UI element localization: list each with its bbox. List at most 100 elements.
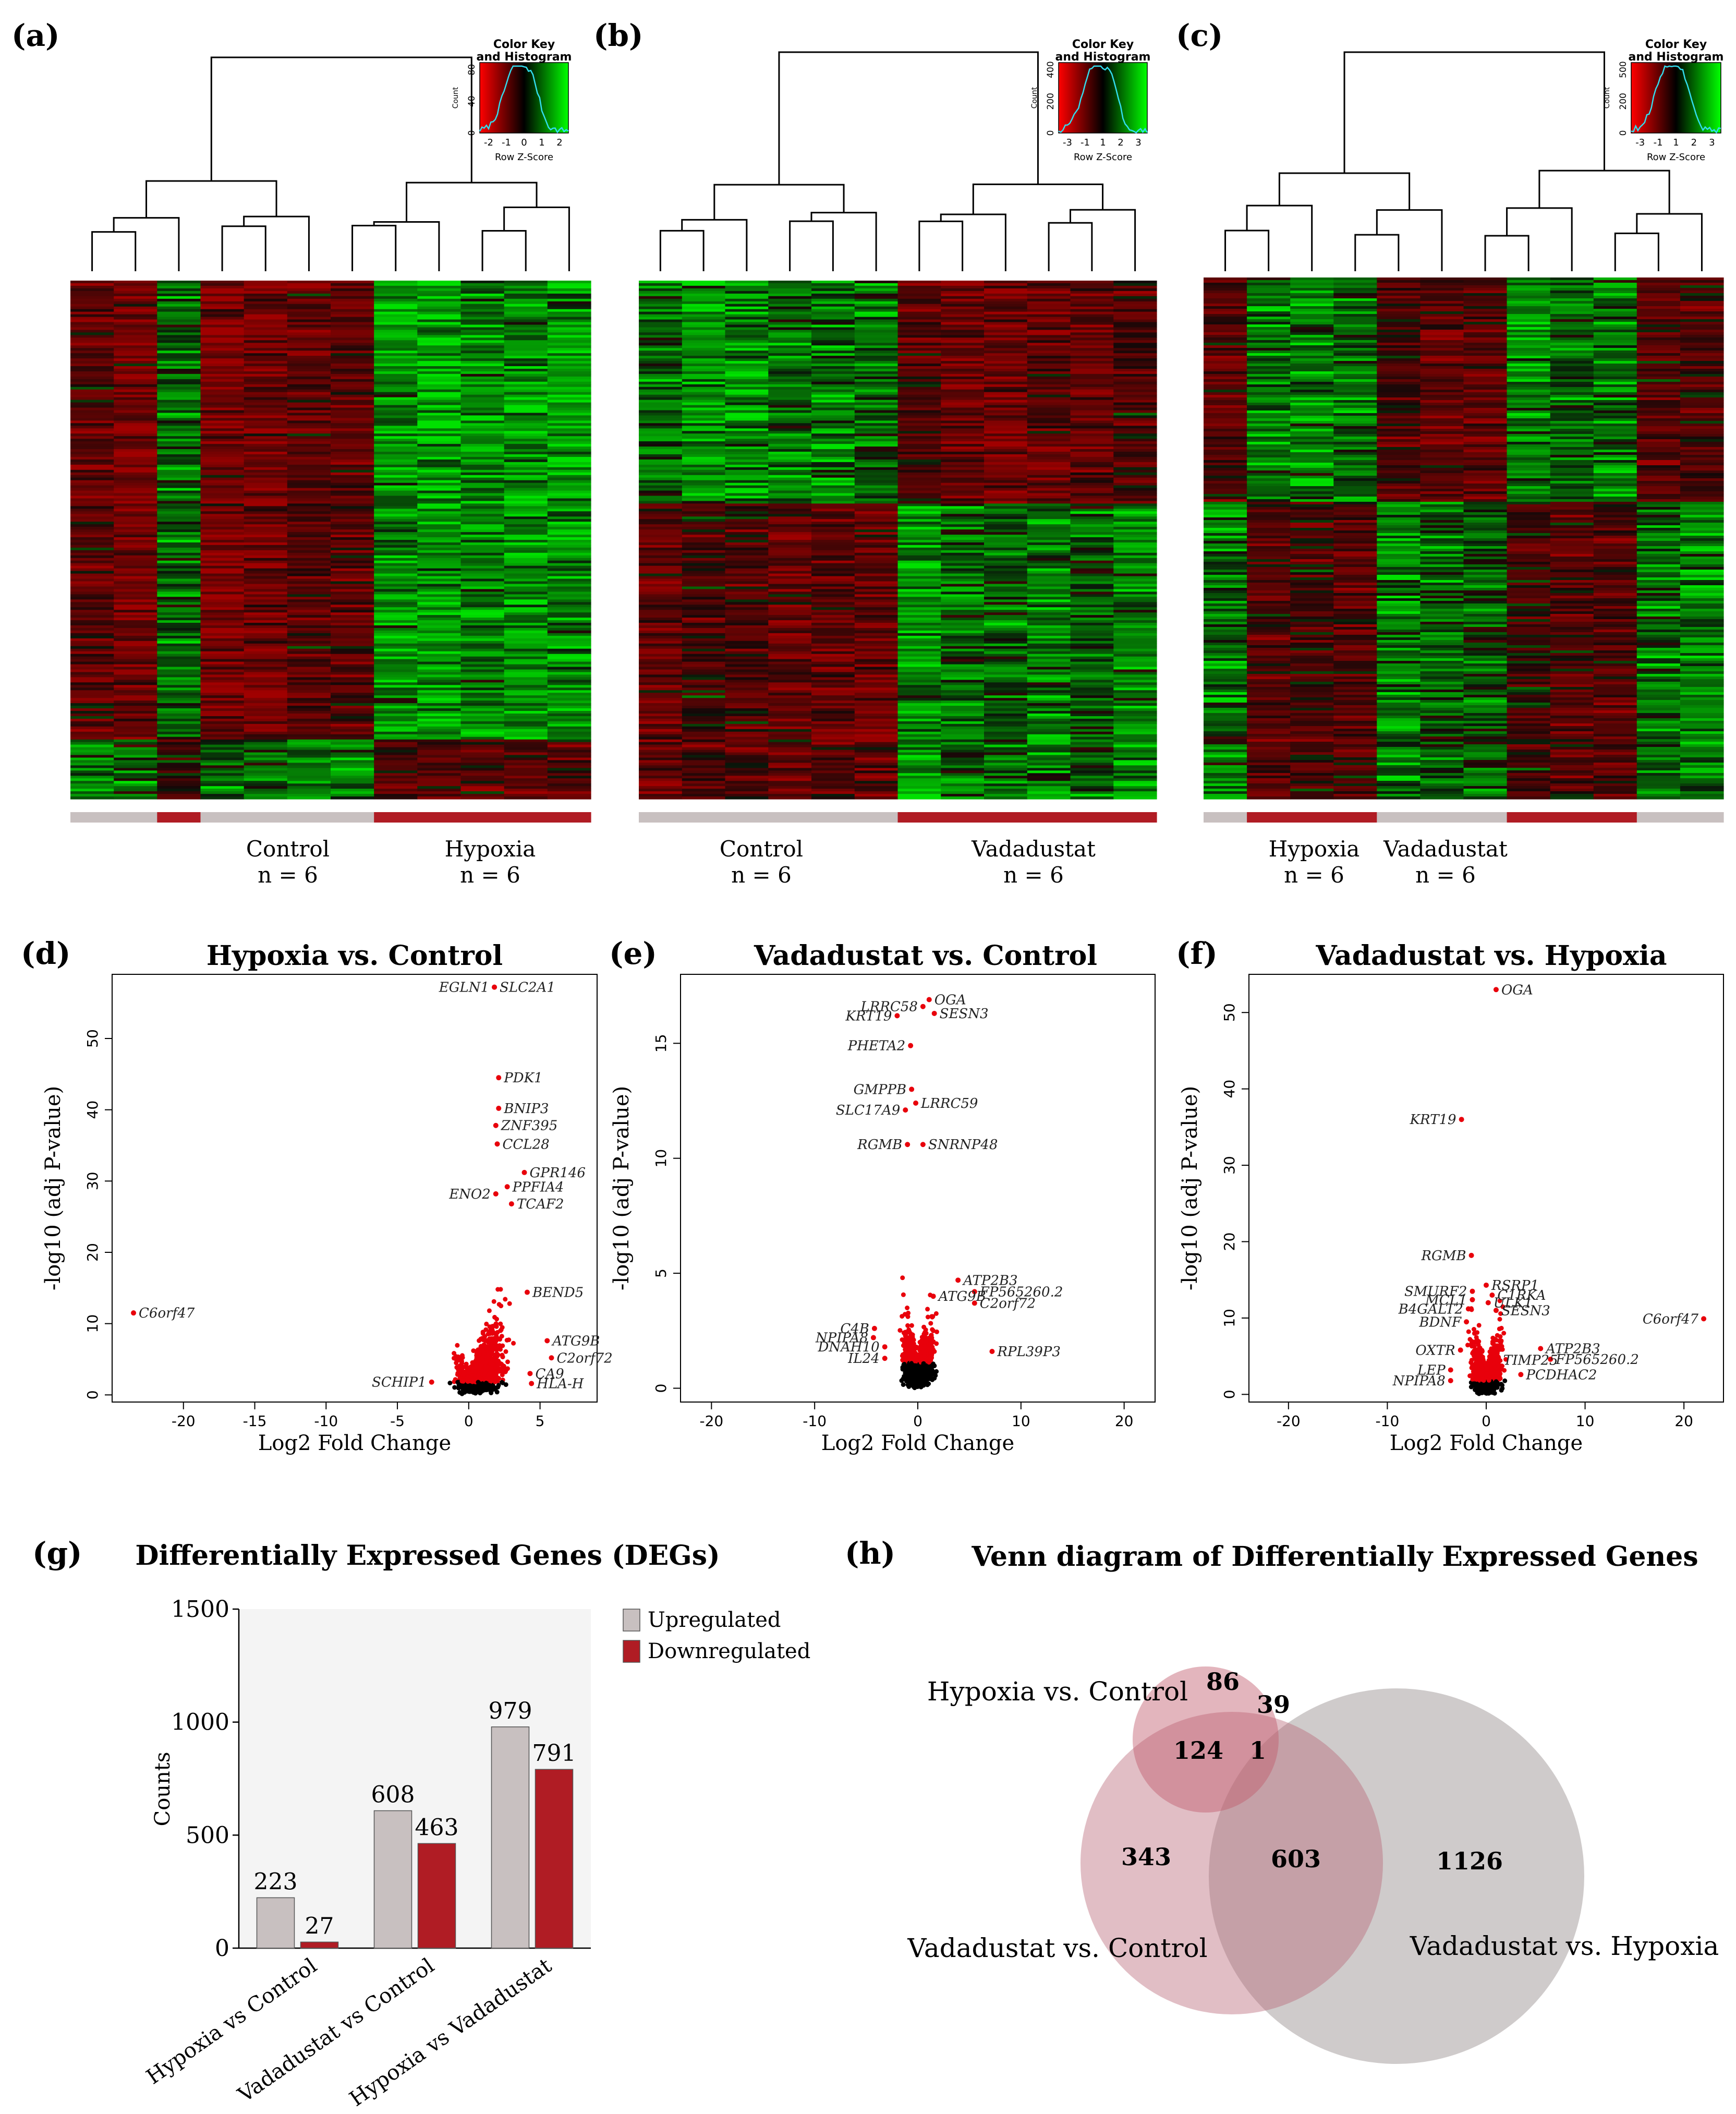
heatmap-cell <box>504 565 548 569</box>
heatmap-cell <box>725 301 769 305</box>
heatmap-cell <box>460 373 505 377</box>
heatmap-cell <box>504 288 548 292</box>
heatmap-cell <box>157 550 201 553</box>
heatmap-cell <box>460 620 505 623</box>
group-color-bar-segment <box>811 812 855 823</box>
heatmap-cell <box>1204 384 1247 388</box>
heatmap-cell <box>1204 486 1247 489</box>
heatmap-cell <box>157 469 201 473</box>
heatmap-cell <box>374 573 418 577</box>
heatmap-cell <box>854 496 899 499</box>
heatmap-cell <box>1113 364 1157 367</box>
heatmap-cell <box>811 472 855 476</box>
heatmap-cell <box>547 680 591 683</box>
heatmap-cell <box>200 635 245 639</box>
heatmap-cell <box>854 296 899 299</box>
heatmap-cell <box>897 340 941 343</box>
heatmap-cell <box>854 324 899 328</box>
heatmap-cell <box>1027 496 1071 499</box>
heatmap-cell <box>331 410 374 414</box>
color-key-ytick: 40 <box>467 95 477 107</box>
heatmap-cell <box>70 296 114 299</box>
heatmap-cell <box>1070 405 1114 408</box>
heatmap-cell <box>725 394 769 398</box>
heatmap-cell <box>331 607 374 610</box>
heatmap-cell <box>1070 348 1114 351</box>
heatmap-cell <box>941 298 985 302</box>
heatmap-cell <box>114 669 157 673</box>
heatmap-cell <box>157 789 201 792</box>
heatmap-cell <box>897 358 941 361</box>
heatmap-cell <box>374 415 418 418</box>
heatmap-cell <box>504 511 548 514</box>
heatmap-cell <box>504 324 548 328</box>
heatmap-cell <box>984 731 1028 735</box>
heatmap-cell <box>287 690 331 693</box>
heatmap-cell <box>70 599 114 602</box>
heatmap-cell <box>682 400 726 403</box>
heatmap-cell <box>287 364 331 367</box>
heatmap-cell <box>504 366 548 369</box>
heatmap-cell <box>1204 374 1247 377</box>
heatmap-cell <box>768 633 812 636</box>
heatmap-cell <box>1204 288 1247 291</box>
heatmap-cell <box>287 643 331 647</box>
heatmap-cell <box>460 457 505 460</box>
heatmap-cell <box>114 527 157 530</box>
heatmap-cell <box>1070 581 1114 585</box>
heatmap-cell <box>984 306 1028 310</box>
heatmap-cell <box>70 552 114 556</box>
heatmap-cell <box>70 436 114 439</box>
heatmap-cell <box>639 540 683 543</box>
color-key-xtick: 0 <box>521 137 527 148</box>
heatmap-cell <box>157 618 201 621</box>
heatmap-cell <box>460 446 505 450</box>
heatmap-cell <box>1027 703 1071 706</box>
heatmap-cell <box>682 285 726 289</box>
heatmap-cell <box>1027 397 1071 401</box>
heatmap-cell <box>682 319 726 323</box>
heatmap-cell <box>417 285 462 289</box>
heatmap-cell <box>287 397 331 401</box>
heatmap-cell <box>1204 533 1247 536</box>
heatmap-cell <box>374 682 418 685</box>
heatmap-cell <box>504 558 548 561</box>
heatmap-cell <box>200 734 245 738</box>
heatmap-cell <box>811 620 855 623</box>
heatmap-cell <box>1070 527 1114 530</box>
heatmap-cell <box>157 330 201 333</box>
heatmap-cell <box>897 373 941 377</box>
heatmap-cell <box>897 503 941 506</box>
heatmap-cell <box>417 433 462 437</box>
heatmap-cell <box>114 638 157 642</box>
heatmap-cell <box>811 739 855 743</box>
group-color-bar-segment <box>70 812 114 823</box>
heatmap-cell <box>725 511 769 514</box>
heatmap-cell <box>200 449 245 452</box>
heatmap-cell <box>639 337 683 341</box>
heatmap-cell <box>374 638 418 642</box>
heatmap-cell <box>200 400 245 403</box>
heatmap-cell <box>287 651 331 655</box>
heatmap-cell <box>287 340 331 343</box>
heatmap-cell <box>768 781 812 784</box>
heatmap-cell <box>114 418 157 421</box>
heatmap-cell <box>114 618 157 621</box>
heatmap-cell <box>1204 515 1247 518</box>
heatmap-cell <box>244 682 288 685</box>
heatmap-cell <box>639 527 683 530</box>
heatmap-cell <box>854 581 899 585</box>
heatmap-cell <box>811 514 855 517</box>
heatmap-cell <box>417 514 462 517</box>
heatmap-cell <box>1113 623 1157 626</box>
heatmap-cell <box>460 537 505 540</box>
heatmap-cell <box>244 444 288 447</box>
heatmap-cell <box>941 630 985 634</box>
heatmap-cell <box>682 734 726 738</box>
heatmap-cell <box>725 563 769 566</box>
heatmap-cell <box>331 337 374 341</box>
heatmap-cell <box>547 698 591 701</box>
heatmap-cell <box>374 664 418 668</box>
heatmap-cell <box>941 770 985 774</box>
heatmap-cell <box>639 584 683 587</box>
